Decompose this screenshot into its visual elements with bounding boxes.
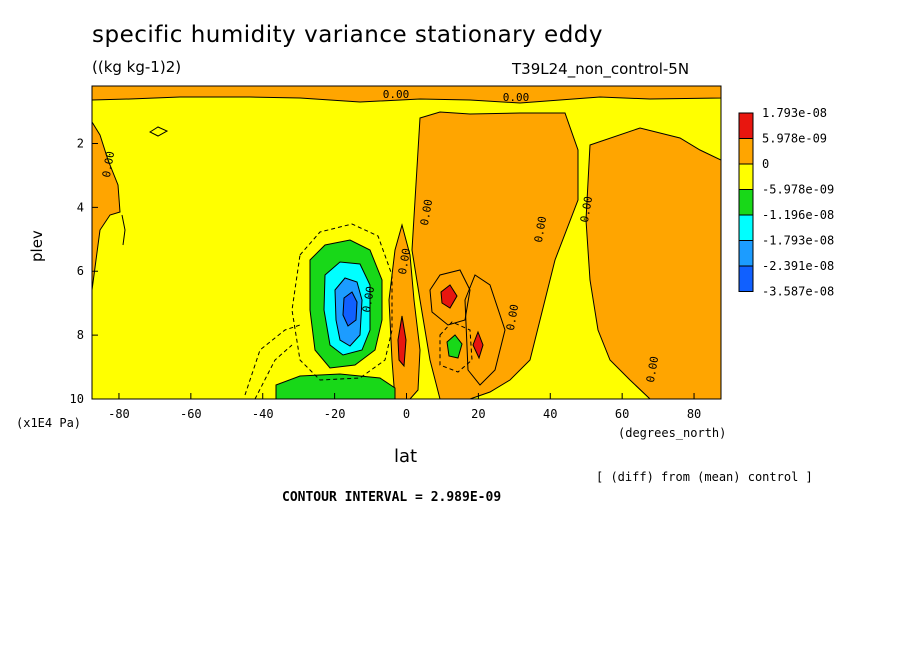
central-plume bbox=[411, 111, 579, 399]
legend-level-label: -1.793e-08 bbox=[762, 234, 834, 248]
negative-region-green bbox=[275, 239, 463, 399]
negative-region-deep-blue bbox=[342, 291, 358, 327]
y-axis-label: plev bbox=[28, 230, 46, 262]
contour-label: 0.00 bbox=[578, 195, 595, 223]
x-tick-label: -80 bbox=[108, 407, 130, 421]
x-tick-label: 80 bbox=[687, 407, 701, 421]
max-3 bbox=[472, 330, 484, 360]
y-tick-label: 8 bbox=[77, 328, 84, 342]
legend-level-label: 1.793e-08 bbox=[762, 106, 827, 120]
green-cell bbox=[309, 239, 383, 369]
y-axis-unit: (x1E4 Pa) bbox=[16, 416, 82, 430]
y-tick-label: 4 bbox=[77, 200, 84, 214]
legend-level-label: 5.978e-09 bbox=[762, 132, 827, 146]
legend-swatch bbox=[738, 189, 754, 216]
x-axis: -80 -60 -40 -20 0 20 40 60 80 bbox=[108, 393, 701, 421]
x-tick-label: -20 bbox=[324, 407, 346, 421]
x-tick-label: 0 bbox=[403, 407, 410, 421]
positive-regions bbox=[92, 86, 721, 399]
background-fill bbox=[92, 86, 721, 399]
color-legend: 1.793e-08 5.978e-09 0 -5.978e-09 -1.196e-08 -… bbox=[738, 106, 834, 299]
x-tick-label: 60 bbox=[615, 407, 629, 421]
y-tick-label: 10 bbox=[70, 392, 84, 406]
top-strip bbox=[92, 86, 721, 104]
y-tick-label: 2 bbox=[77, 136, 84, 150]
x-axis-unit: (degrees_north) bbox=[618, 426, 727, 440]
legend-level-label: -1.196e-08 bbox=[762, 208, 834, 222]
contour-interval: CONTOUR INTERVAL = 2.989E-09 bbox=[282, 490, 502, 505]
x-tick-label: 20 bbox=[471, 407, 485, 421]
legend-level-label: -3.587e-08 bbox=[762, 285, 834, 299]
green-small bbox=[446, 334, 463, 359]
contour-label: 0.00 bbox=[644, 355, 661, 383]
left-edge-band bbox=[92, 121, 121, 291]
x-axis-label: lat bbox=[394, 446, 418, 467]
contour-label: 0.00 bbox=[396, 247, 413, 275]
legend-level-label: -5.978e-09 bbox=[762, 183, 834, 197]
max-1 bbox=[440, 284, 458, 309]
x-tick-label: 40 bbox=[543, 407, 557, 421]
negative-region-cyan bbox=[323, 261, 371, 356]
y-tick-label: 6 bbox=[77, 264, 84, 278]
contour-label: 0.00 bbox=[532, 215, 549, 243]
dashed-contours bbox=[244, 223, 473, 399]
narrow-column bbox=[388, 223, 421, 399]
legend-level-label: -2.391e-08 bbox=[762, 259, 834, 273]
contour-label: 0.00 bbox=[383, 88, 410, 101]
legend-swatch bbox=[738, 112, 754, 139]
contour-label: 0.00 bbox=[100, 150, 117, 178]
contour-labels: 0.00 0.00 0.00 0.00 0.00 0.00 0.00 0.00 0.00 0.00 bbox=[100, 88, 661, 384]
max-2 bbox=[397, 315, 407, 368]
contour-label: 0.00 bbox=[418, 198, 435, 226]
legend-level-label: 0 bbox=[762, 157, 769, 171]
legend-swatch bbox=[738, 240, 754, 267]
contour-label: 0.00 bbox=[360, 285, 377, 313]
green-bottom bbox=[275, 373, 396, 399]
contour-label: 0.00 bbox=[503, 91, 530, 104]
legend-swatch bbox=[738, 163, 754, 190]
chart-units: ((kg kg-1)2) bbox=[92, 58, 182, 76]
legend-swatch bbox=[738, 214, 754, 241]
plot-area: 0.00 0.00 0.00 0.00 0.00 0.00 0.00 0.00 0.00 0.00 bbox=[92, 86, 721, 399]
x-tick-label: -60 bbox=[180, 407, 202, 421]
y-axis: 2 4 6 8 10 bbox=[70, 136, 98, 406]
legend-swatch bbox=[738, 265, 754, 292]
run-label: T39L24_non_control-5N bbox=[512, 60, 690, 78]
diff-note: [ (diff) from (mean) control ] bbox=[596, 470, 813, 484]
x-tick-label: -40 bbox=[252, 407, 274, 421]
legend-swatch bbox=[738, 138, 754, 165]
chart-title: specific humidity variance stationary ed… bbox=[92, 22, 604, 48]
plot-frame bbox=[91, 85, 722, 400]
solid-contours bbox=[121, 126, 506, 386]
east-plume bbox=[585, 127, 721, 399]
contour-label: 0.00 bbox=[504, 303, 521, 331]
positive-maxima bbox=[397, 284, 484, 368]
negative-region-blue bbox=[334, 277, 363, 347]
